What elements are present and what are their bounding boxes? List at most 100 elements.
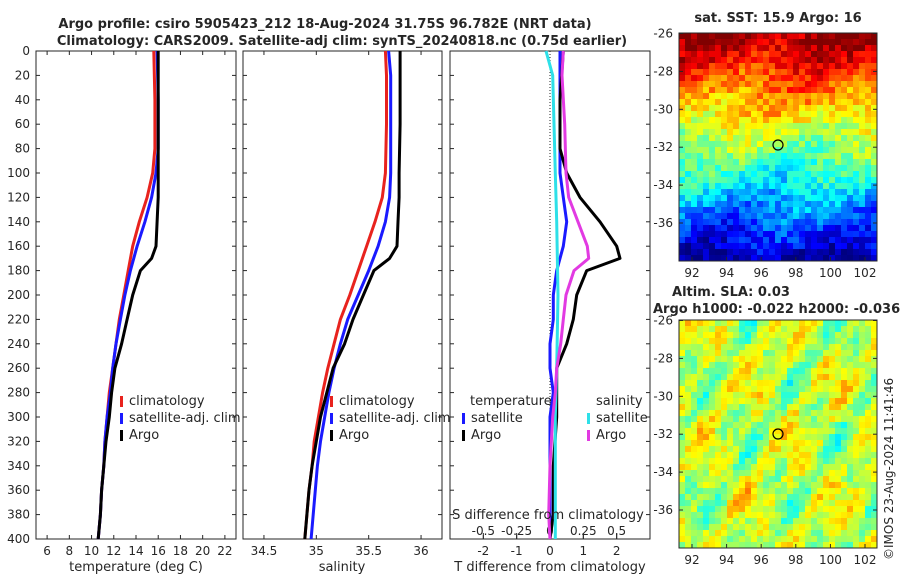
map-cell [817,452,823,458]
map-cell [769,81,775,87]
map-cell [811,494,817,500]
map-cell [775,530,781,536]
map-cell [799,344,805,350]
map-cell [679,189,685,195]
map-cell [679,51,685,57]
map-cell [769,201,775,207]
map-cell [751,183,757,189]
map-cell [691,542,697,548]
map-cell [721,416,727,422]
map-cell [817,458,823,464]
map-cell [697,428,703,434]
map-cell [865,416,871,422]
temperature-xlabel: temperature (deg C) [69,560,203,575]
map-cell [703,380,709,386]
map-cell [709,542,715,548]
map-cell [853,380,859,386]
map-cell [727,123,733,129]
map-cell [847,344,853,350]
map-cell [703,255,709,261]
map-cell [841,243,847,249]
map-cell [835,171,841,177]
map-cell [733,147,739,153]
map-cell [697,458,703,464]
map-cell [757,452,763,458]
map-cell [835,536,841,542]
map-cell [763,500,769,506]
map-cell [721,410,727,416]
map-cell [781,75,787,81]
map-cell [865,518,871,524]
map-cell [829,458,835,464]
map-cell [829,488,835,494]
map-cell [763,398,769,404]
map-cell [727,195,733,201]
map-cell [757,350,763,356]
map-cell [865,99,871,105]
map-cell [751,518,757,524]
map-cell [745,488,751,494]
map-cell [859,476,865,482]
map-cell [787,428,793,434]
map-cell [757,512,763,518]
map-cell [733,165,739,171]
legend-temp-header: temperature [470,394,552,409]
map-cell [823,63,829,69]
map-cell [865,458,871,464]
map-cell [763,320,769,326]
map-cell [859,63,865,69]
map-cell [787,524,793,530]
map-cell [871,57,877,63]
map-cell [805,123,811,129]
map-cell [697,326,703,332]
map-cell [841,201,847,207]
map-cell [775,356,781,362]
map-cell [817,482,823,488]
depth-tick-label: 360 [7,483,30,497]
map-cell [727,81,733,87]
map-cell [847,39,853,45]
map-cell [769,99,775,105]
map-cell [703,171,709,177]
map-cell [793,512,799,518]
series-line-satellite-adj-clim [309,50,393,540]
map-cell [769,536,775,542]
map-cell [793,243,799,249]
map-cell [745,129,751,135]
map-cell [775,332,781,338]
map-cell [685,380,691,386]
map-cell [829,225,835,231]
map-cell [703,117,709,123]
map-cell [871,458,877,464]
map-cell [739,171,745,177]
map-cell [817,320,823,326]
map-cell [793,195,799,201]
map-cell [703,213,709,219]
map-cell [859,488,865,494]
map-cell [733,93,739,99]
map-cell [733,99,739,105]
map-cell [817,356,823,362]
map-cell [745,171,751,177]
map-cell [691,386,697,392]
map-cell [859,249,865,255]
map-cell [691,350,697,356]
map-cell [799,404,805,410]
legend-sat-marker [330,413,333,424]
map-cell [739,159,745,165]
map-cell [817,63,823,69]
map-cell [847,147,853,153]
map-cell [757,536,763,542]
map-cell [841,488,847,494]
map-cell [715,404,721,410]
lon-tick-label: 98 [788,266,803,280]
lat-tick-label: -36 [653,503,673,517]
map-cell [805,446,811,452]
map-cell [715,464,721,470]
map-cell [811,524,817,530]
map-cell [859,536,865,542]
map-cell [745,51,751,57]
map-cell [793,159,799,165]
map-cell [865,464,871,470]
map-cell [805,141,811,147]
